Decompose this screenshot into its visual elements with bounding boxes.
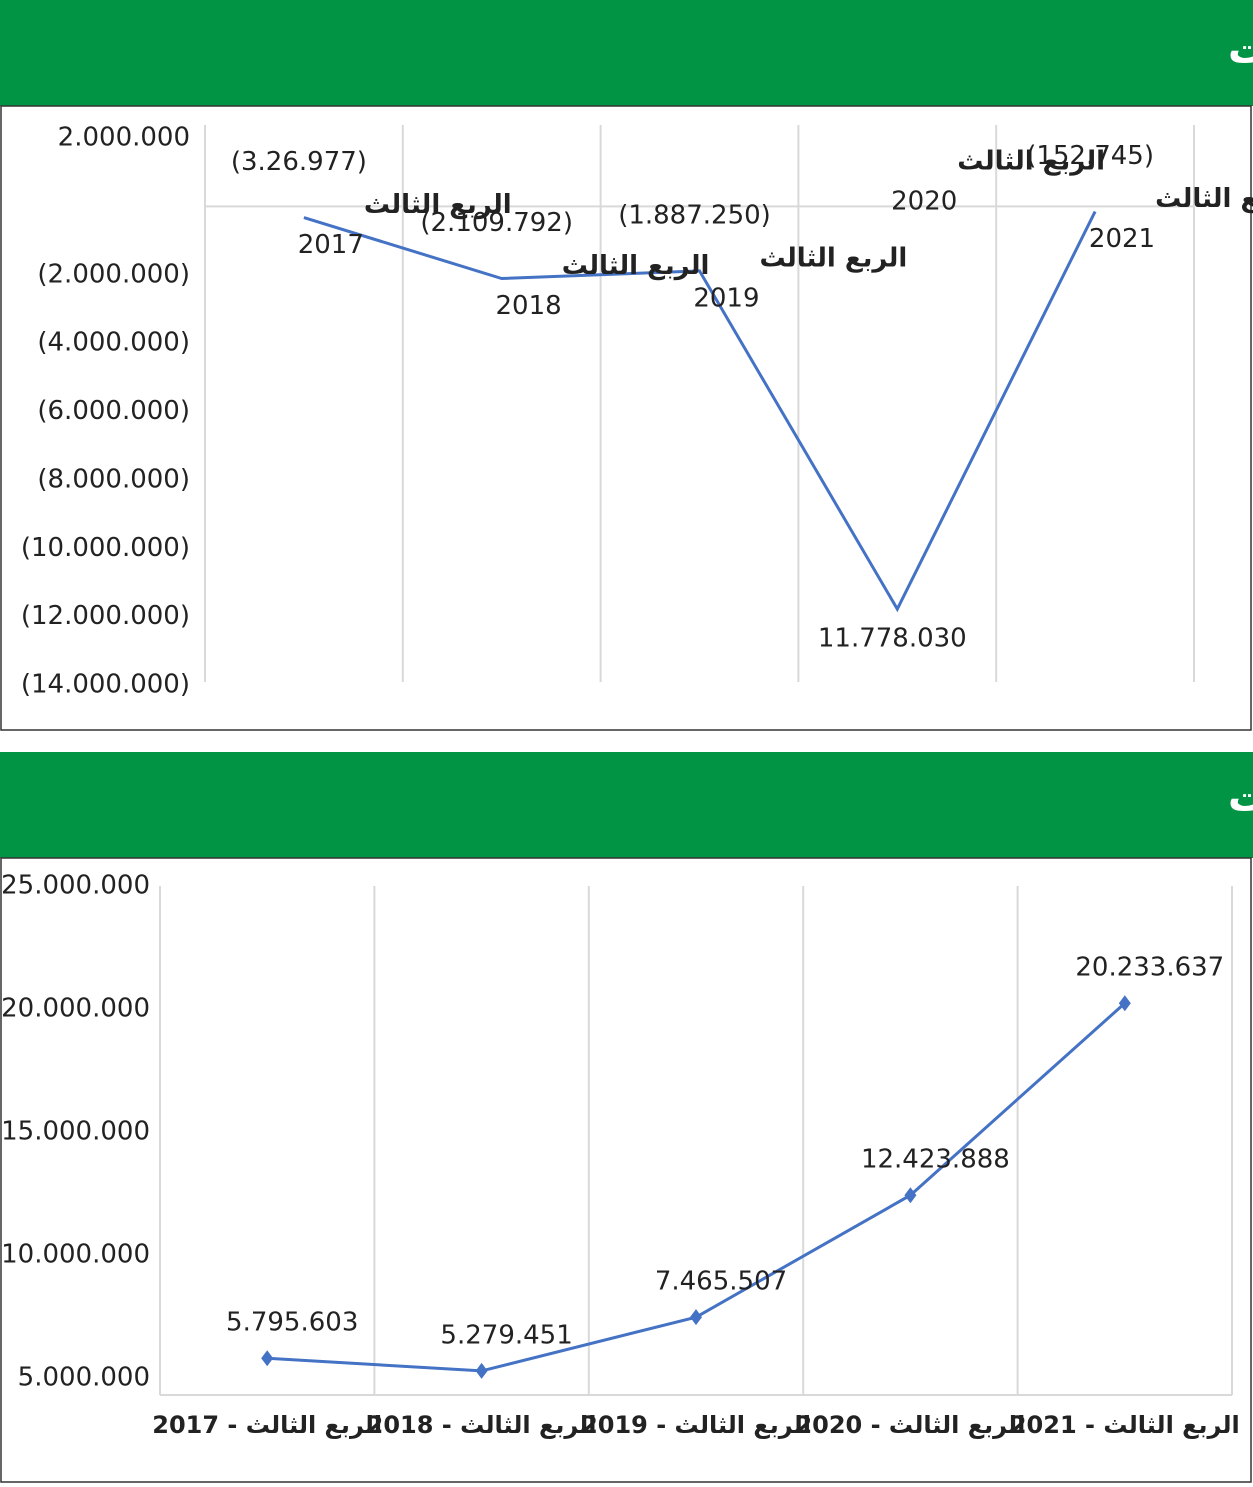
category-label: 2020 (891, 187, 957, 217)
marker (1118, 995, 1131, 1012)
chart-frame (0, 105, 1252, 731)
chart-title: صافي أرباح الربع الثالث خلال 5 سنوات (1228, 23, 1253, 73)
category-label: الربع الثالث (562, 251, 710, 281)
chart-frame (0, 857, 1252, 1483)
data-label: 7.465.507 (655, 1267, 787, 1297)
chart-title: إيرادات الربع الثالث خلال 5 سنوات (1228, 775, 1253, 821)
category-label: 2019 (693, 283, 759, 313)
y-tick-label: 5.000.000 (18, 1362, 150, 1392)
y-tick-label: 15.000.000 (1, 1116, 150, 1146)
x-tick-label: الربع الثالث - 2020 (795, 1411, 1025, 1439)
category-label: 2017 (298, 230, 364, 260)
category-label: الربع الثالث (364, 190, 512, 220)
x-tick-label: الربع الثالث - 2018 (367, 1411, 597, 1439)
x-tick-label: الربع الثالث - 2019 (581, 1411, 811, 1439)
data-label: 11.778.030 (818, 624, 967, 654)
category-label: الربع الثالث (1155, 184, 1253, 214)
data-label: (3.26.977) (231, 147, 367, 177)
data-label: 5.795.603 (226, 1308, 358, 1338)
data-label: (152.745) (1026, 141, 1154, 171)
category-label: 2018 (496, 291, 562, 321)
header (0, 0, 1253, 106)
marker (904, 1187, 917, 1204)
marker (475, 1362, 488, 1379)
y-tick-label: (4.000.000) (37, 328, 190, 358)
y-tick-label: 10.000.000 (1, 1239, 150, 1269)
data-label: 20.233.637 (1075, 953, 1224, 983)
data-label: 5.279.451 (440, 1320, 572, 1350)
category-label: الربع الثالث (957, 147, 1105, 177)
y-tick-label: (14.000.000) (21, 670, 190, 700)
y-tick-label: (6.000.000) (37, 396, 190, 426)
y-tick-label: (8.000.000) (37, 464, 190, 494)
y-tick-label: (2.000.000) (37, 259, 190, 289)
line (303, 210, 1097, 613)
y-tick-label: (10.000.000) (21, 533, 190, 563)
category-label: 2021 (1089, 224, 1155, 254)
data-label: 12.423.888 (861, 1145, 1010, 1175)
x-tick-label: الربع الثالث - 2021 (1010, 1411, 1240, 1439)
header (0, 752, 1253, 858)
y-tick-label: (12.000.000) (21, 601, 190, 631)
y-tick-label: 2.000.000 (58, 123, 190, 153)
data-label: (2.109.792) (420, 208, 573, 238)
y-tick-label: 25.000.000 (1, 871, 150, 901)
category-label: الربع الثالث (760, 243, 908, 273)
y-tick-label: 20.000.000 (1, 993, 150, 1023)
x-tick-label: الربع الثالث - 2017 (152, 1411, 382, 1439)
marker (690, 1309, 702, 1326)
marker (261, 1350, 274, 1367)
data-label: (1.887.250) (618, 200, 771, 230)
